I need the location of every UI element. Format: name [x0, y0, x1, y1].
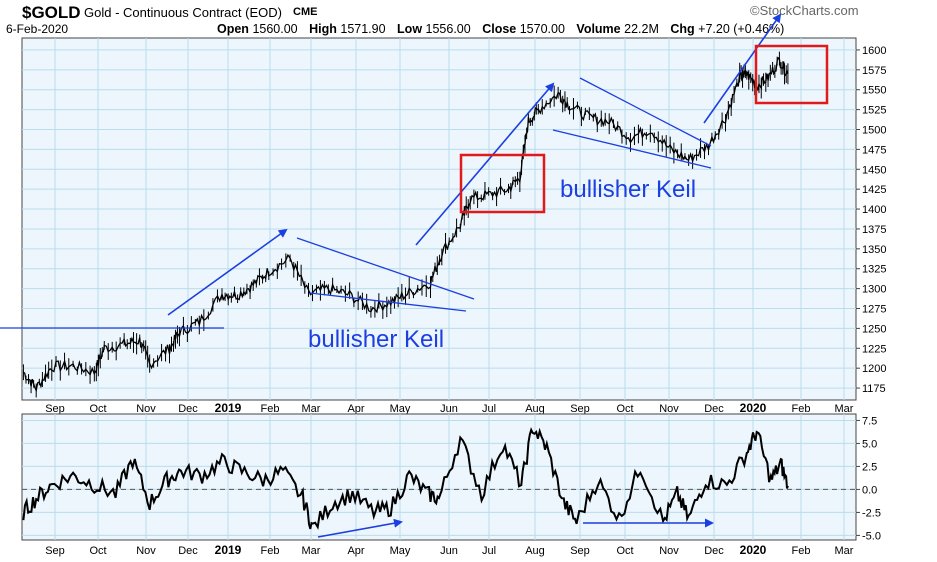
annotation-overlay: bullisher Keil bullisher Keil: [0, 13, 829, 538]
osc-x-tick-label: Dec: [704, 545, 724, 557]
osc-x-tick-label: Sep: [570, 545, 590, 557]
osc-x-tick-label: Apr: [347, 545, 364, 557]
price-x-tick-label: Feb: [261, 403, 280, 415]
osc-x-tick-label: Jun: [440, 545, 458, 557]
osc-x-tick-label: Mar: [302, 545, 321, 557]
keil-label-2: bullisher Keil: [560, 176, 696, 203]
high-label: High: [309, 22, 337, 36]
price-x-tick-label: Aug: [525, 403, 545, 415]
wedge-line: [552, 129, 712, 169]
price-y-tick-label: 1175: [862, 383, 886, 395]
price-y-tick-label: 1450: [862, 164, 886, 176]
price-x-tick-label: Oct: [616, 403, 633, 415]
wedge-line: [309, 292, 467, 312]
chg-label: Chg: [670, 22, 695, 36]
price-x-tick-label: Nov: [136, 403, 156, 415]
price-y-tick-label: 1275: [862, 304, 886, 316]
symbol: $GOLD: [22, 3, 81, 22]
price-y-tick-label: 1350: [862, 244, 886, 256]
price-y-tick-label: 1475: [862, 144, 886, 156]
high-value: 1571.90: [340, 22, 386, 36]
keil-label-1: bullisher Keil: [308, 326, 444, 353]
price-x-tick-label: Sep: [570, 403, 590, 415]
price-y-tick-label: 1575: [862, 65, 886, 77]
osc-y-tick-label: 5.0: [862, 438, 877, 450]
osc-x-tick-label: Nov: [659, 545, 679, 557]
price-y-tick-label: 1325: [862, 264, 886, 276]
oscillator-panel: Sep Oct Nov Dec 2019 Feb Mar Apr May Jun Jul Aug Sep…: [21, 413, 881, 557]
osc-x-tick-label: Sep: [45, 545, 65, 557]
price-x-tick-label: Sep: [45, 403, 65, 415]
osc-x-tick-label: Aug: [525, 545, 545, 557]
price-y-tick-label: 1200: [862, 363, 886, 375]
osc-x-tick-label: 2020: [740, 543, 767, 557]
low-label: Low: [397, 22, 423, 36]
price-y-tick-label: 1550: [862, 85, 886, 97]
osc-x-tick-label: Jul: [482, 545, 496, 557]
open-label: Open: [217, 22, 249, 36]
price-x-tick-label: 2020: [740, 401, 767, 415]
trend-arrow: [703, 13, 782, 124]
osc-x-tick-label: Dec: [178, 545, 198, 557]
osc-arrow: [317, 518, 403, 538]
osc-y-tick-label: 0.0: [862, 484, 877, 496]
osc-y-tick-label: 2.5: [862, 461, 877, 473]
osc-y-tick-label: 7.5: [862, 415, 877, 427]
osc-x-tick-label: Feb: [261, 545, 280, 557]
price-x-tick-label: Jun: [440, 403, 458, 415]
osc-x-tick-label: Mar: [835, 545, 854, 557]
price-y-tick-label: 1525: [862, 105, 886, 117]
close-value: 1570.00: [519, 22, 565, 36]
osc-x-tick-label: Feb: [792, 545, 811, 557]
osc-x-tick-label: Oct: [616, 545, 633, 557]
consolidation-box: [459, 153, 546, 214]
price-x-tick-label: Dec: [704, 403, 724, 415]
price-x-tick-label: 2019: [215, 401, 242, 415]
price-y-tick-label: 1600: [862, 45, 886, 57]
price-y-tick-label: 1500: [862, 124, 886, 136]
trend-arrow: [415, 82, 555, 246]
low-value: 1556.00: [425, 22, 471, 36]
volume-label: Volume: [576, 22, 621, 36]
price-y-tick-label: 1250: [862, 323, 886, 335]
osc-x-tick-label: Oct: [89, 545, 106, 557]
quote-date: 6-Feb-2020: [6, 22, 69, 36]
price-x-tick-label: Feb: [792, 403, 811, 415]
oscillator-plot-area: [21, 413, 857, 541]
osc-x-tick-label: May: [390, 545, 411, 557]
osc-y-tick-label: -2.5: [862, 507, 881, 519]
price-y-tick-label: 1300: [862, 284, 886, 296]
price-x-tick-label: Oct: [89, 403, 106, 415]
price-panel: Sep Oct Nov Dec 2019 Feb Mar Apr May Jun Jul Aug Sep…: [21, 37, 886, 415]
wedge-line: [579, 77, 712, 147]
wedge-line: [296, 237, 475, 300]
price-x-tick-label: May: [390, 403, 411, 415]
price-x-tick-label: Mar: [835, 403, 854, 415]
price-x-tick-label: Dec: [178, 403, 198, 415]
ohlc-summary: Open 1560.00 High 1571.90 Low 1556.00 Cl…: [217, 22, 792, 36]
instrument-name: Gold - Continuous Contract (EOD): [84, 5, 282, 20]
price-y-tick-label: 1225: [862, 343, 886, 355]
osc-x-tick-label: 2019: [215, 543, 242, 557]
open-value: 1560.00: [252, 22, 298, 36]
price-y-tick-label: 1375: [862, 224, 886, 236]
price-x-tick-label: Nov: [659, 403, 679, 415]
osc-x-tick-label: Nov: [136, 545, 156, 557]
exchange: CME: [293, 6, 318, 18]
consolidation-box: [754, 44, 829, 105]
volume-value: 22.2M: [624, 22, 659, 36]
price-x-tick-label: Jul: [482, 403, 496, 415]
price-x-tick-label: Apr: [347, 403, 364, 415]
price-x-tick-label: Mar: [302, 403, 321, 415]
price-y-tick-label: 1425: [862, 184, 886, 196]
chart-header: $GOLD Gold - Continuous Contract (EOD) C…: [0, 0, 937, 44]
osc-y-tick-label: -5.0: [862, 530, 881, 542]
oscillator-line: [22, 427, 789, 530]
price-y-tick-label: 1400: [862, 204, 886, 216]
close-label: Close: [482, 22, 517, 36]
chg-value: +7.20 (+0.46%): [698, 22, 785, 36]
trend-arrow: [167, 228, 288, 316]
